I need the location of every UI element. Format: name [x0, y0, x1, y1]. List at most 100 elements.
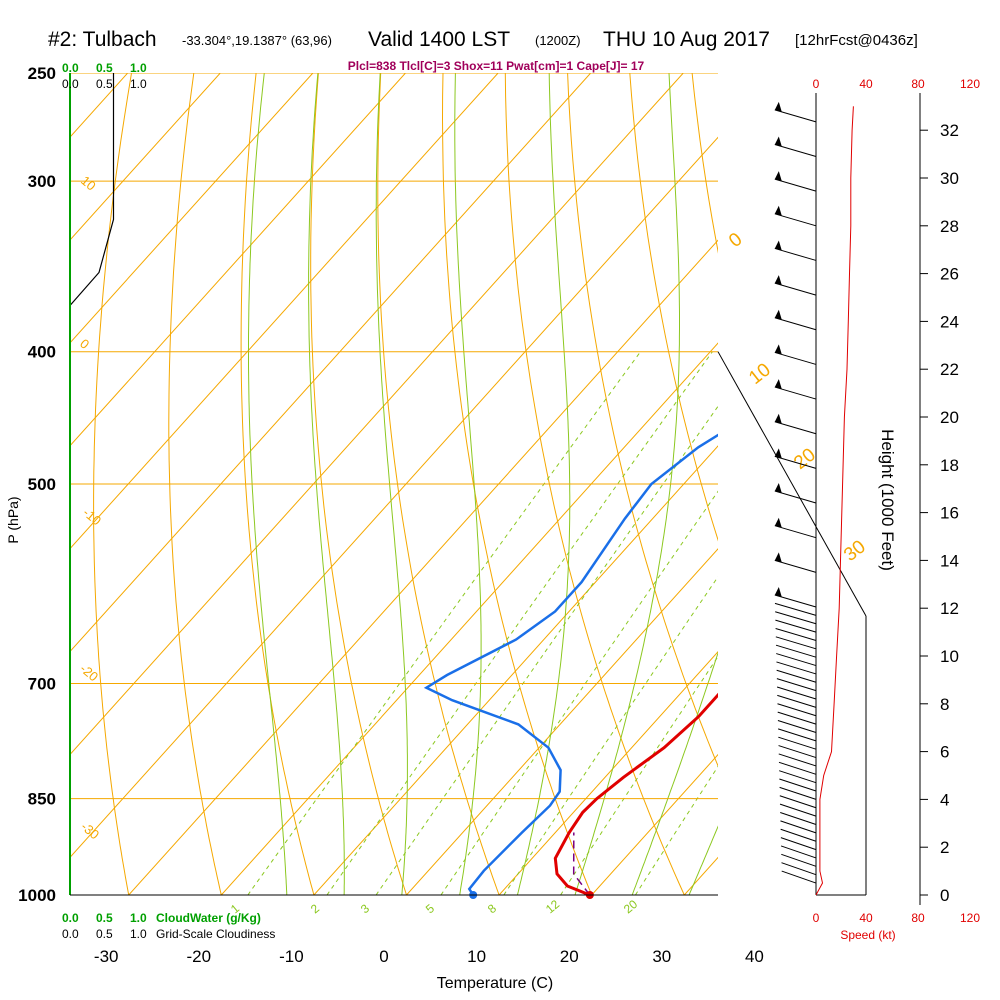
moist-adiabat-line — [375, 73, 408, 895]
station-coords: -33.304°,19.1387° (63,96) — [182, 33, 332, 48]
dry-adiabat-line — [377, 73, 500, 895]
cloudwater-axis-label: CloudWater (g/Kg) — [156, 911, 261, 925]
dry-adiabat-line — [691, 73, 718, 254]
dry-adiabat-label: 10 — [78, 173, 99, 194]
temperature-tick-label: 20 — [560, 947, 579, 966]
chart-title: #2: Tulbach -33.304°,19.1387° (63,96) Va… — [0, 28, 1000, 58]
wind-barb — [780, 837, 817, 851]
dry-adiabat-label: -20 — [77, 661, 101, 685]
wind-barb-flag — [774, 448, 782, 459]
wind-barb — [776, 653, 817, 667]
wind-barb — [774, 109, 817, 123]
dry-adiabat-label: -30 — [78, 819, 102, 843]
wind-barb-flag — [774, 205, 782, 216]
temperature-axis-label: Temperature (C) — [437, 975, 553, 992]
stability-indices: Plcl=838 Tlcl[C]=3 Shox=11 Pwat[cm]=1 Ca… — [348, 59, 645, 73]
mixing-ratio-line — [326, 351, 713, 895]
speed-tick-bottom: 80 — [911, 911, 925, 925]
speed-tick-bottom: 120 — [960, 911, 980, 925]
cloudiness-tick-bottom: 0.5 — [96, 927, 113, 941]
isotherm-line — [962, 73, 1000, 895]
cloudwater-tick-bottom: 0.5 — [96, 911, 113, 925]
wind-barb — [779, 770, 817, 784]
height-tick-label: 30 — [940, 169, 959, 188]
cloudwater-tick-top: 0.0 — [62, 61, 79, 75]
wind-barb — [780, 812, 817, 825]
height-connector-line — [717, 351, 867, 617]
dry-adiabat-label: -10 — [80, 505, 104, 529]
wind-barb — [781, 870, 817, 884]
wind-barb — [779, 795, 817, 809]
temperature-tick-label: -30 — [94, 947, 119, 966]
wind-barb-flag — [774, 379, 782, 390]
height-tick-label: 10 — [940, 647, 959, 666]
moist-adiabat-label: 0 — [725, 229, 746, 252]
isotherm-line — [498, 651, 718, 895]
dewpoint-line — [423, 433, 718, 895]
wind-barb — [774, 421, 817, 435]
wind-barb-flag — [774, 483, 782, 494]
moist-adiabat-line — [631, 651, 718, 895]
cloudwater-tick-bottom: 1.0 — [130, 911, 147, 925]
isotherm-line — [70, 73, 314, 344]
temperature-tick-label: -20 — [187, 947, 212, 966]
isotherm-line — [406, 548, 718, 895]
wind-barb — [777, 703, 817, 717]
dry-adiabat-line — [754, 73, 1000, 895]
wind-barb — [778, 753, 817, 767]
wind-barb — [774, 351, 817, 365]
pressure-tick-label: 700 — [28, 675, 56, 694]
pressure-tick-label: 300 — [28, 172, 56, 191]
temperature-tick-label: 40 — [745, 947, 764, 966]
wind-barb — [777, 720, 817, 733]
moist-adiabat-line — [688, 825, 718, 895]
dry-adiabat-label: 0 — [77, 336, 92, 352]
wind-barb — [775, 619, 817, 633]
wind-barb — [775, 611, 817, 625]
mixing-ratio-line — [375, 405, 718, 895]
wind-barb — [779, 778, 817, 792]
dry-adiabat-line — [441, 73, 593, 895]
valid-time: Valid 1400 LST — [368, 28, 511, 51]
mixing-ratio-line — [503, 575, 718, 895]
speed-tick-top: 80 — [911, 77, 925, 91]
height-tick-label: 2 — [940, 838, 949, 857]
pressure-tick-label: 250 — [28, 64, 56, 83]
height-tick-label: 8 — [940, 695, 949, 714]
parcel-line — [572, 832, 591, 895]
dry-adiabat-line — [93, 73, 132, 895]
wind-barb-flag — [774, 171, 782, 182]
wind-barb — [774, 455, 817, 469]
height-tick-label: 28 — [940, 217, 959, 236]
cloudwater-tick-top: 0.5 — [96, 61, 113, 75]
wind-barb — [775, 644, 817, 658]
wind-speed-line — [815, 106, 854, 896]
height-tick-label: 14 — [940, 551, 959, 570]
cloudiness-axis-label: Grid-Scale Cloudiness — [156, 927, 275, 941]
wind-barb-flag — [774, 413, 782, 424]
wind-barb — [781, 853, 817, 867]
mixing-ratio-label: 8 — [485, 901, 499, 916]
wind-barb — [776, 686, 817, 700]
speed-tick-top: 0 — [813, 77, 820, 91]
wind-barb-flag — [774, 275, 782, 286]
moist-adiabat-label: 30 — [840, 536, 870, 566]
temperature-tick-label: 30 — [652, 947, 671, 966]
wind-barb-flag — [774, 309, 782, 320]
cloudiness-tick-top: 0.0 — [62, 77, 79, 91]
height-tick-label: 20 — [940, 408, 959, 427]
mixing-ratio-label: 20 — [621, 897, 640, 917]
isotherm-line — [70, 73, 221, 241]
dry-adiabat-line — [941, 73, 1000, 895]
moist-adiabat-label: 20 — [790, 444, 820, 474]
wind-barb-flag — [774, 240, 782, 251]
wind-barb — [774, 602, 817, 616]
moist-adiabat-label: 10 — [745, 359, 775, 389]
wind-barb — [775, 627, 817, 641]
wind-barb — [780, 820, 817, 834]
cloudwater-tick-bottom: 0.0 — [62, 911, 79, 925]
speed-tick-bottom: 0 — [813, 911, 820, 925]
dry-adiabat-line — [629, 73, 718, 542]
